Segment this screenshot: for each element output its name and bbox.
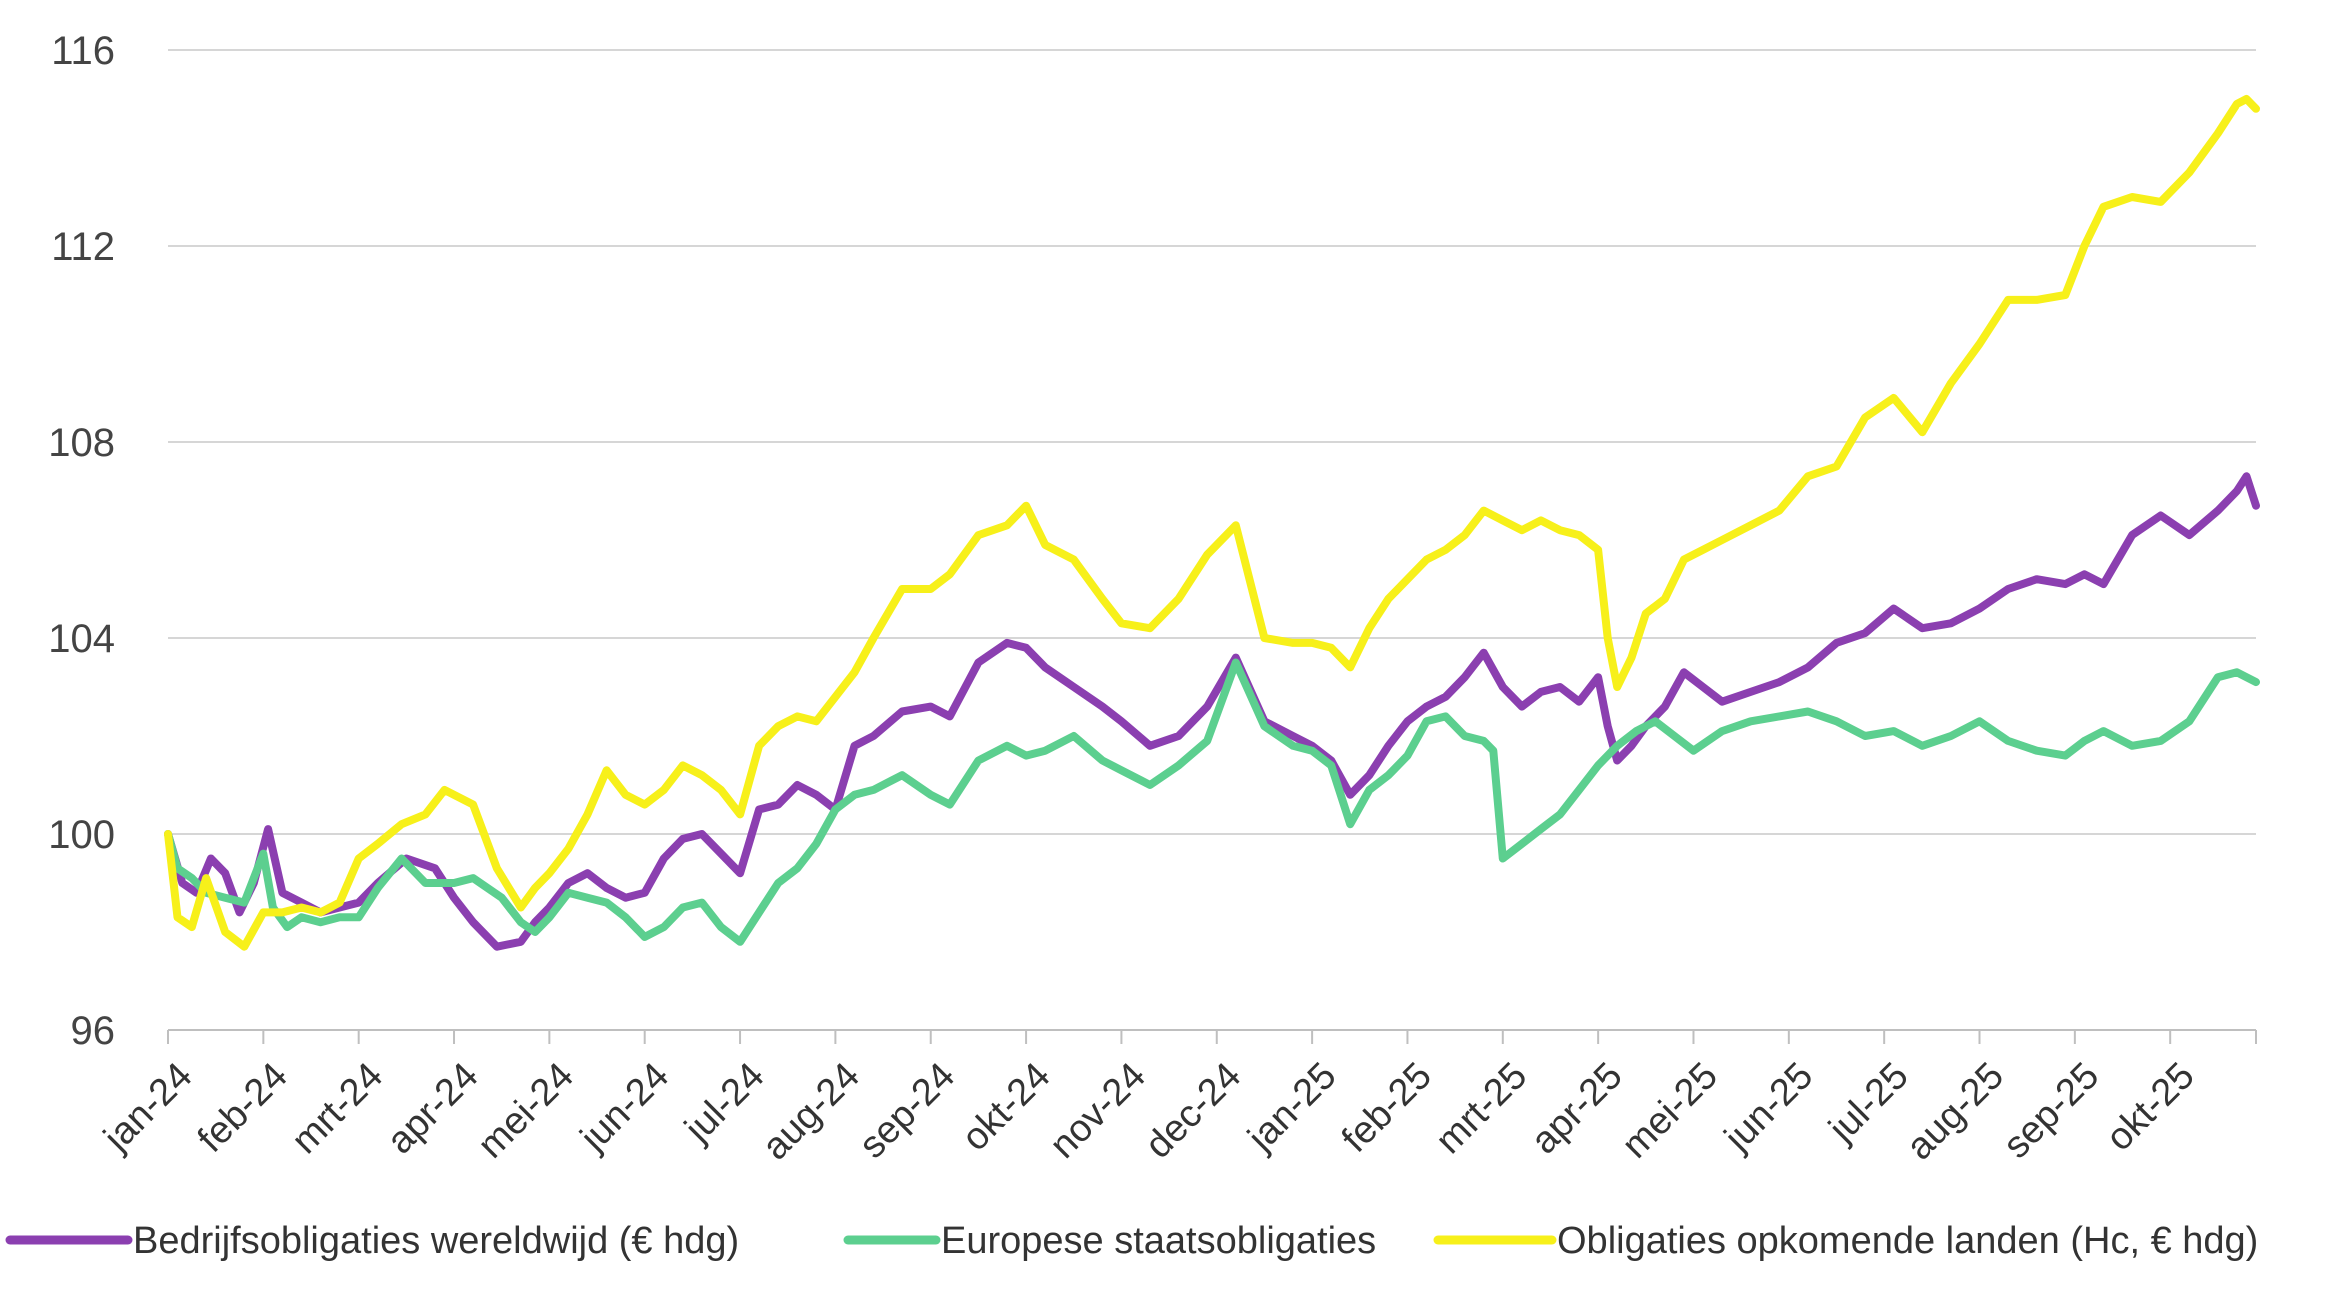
y-tick-label-104: 104: [48, 617, 115, 661]
x-tick-label-okt-25: okt-25: [2098, 1055, 2202, 1159]
y-tick-label-112: 112: [51, 225, 115, 269]
series-lines: [164, 95, 2260, 951]
legend-label-bedrijfsobligaties: Bedrijfsobligaties wereldwijd (€ hdg): [133, 1220, 739, 1262]
x-tick-label-dec-24: dec-24: [1137, 1055, 1249, 1167]
x-tick-label-feb-25: feb-25: [1334, 1055, 1440, 1161]
x-tick-label-jan-24: jan-24: [95, 1055, 200, 1160]
legend-label-europese-staatsobligaties: Europese staatsobligaties: [941, 1220, 1376, 1262]
legend-label-opkomende-landen: Obligaties opkomende landen (Hc, € hdg): [1557, 1220, 2258, 1262]
series-line-2: [164, 95, 2260, 951]
series-line-0: [164, 472, 2260, 951]
x-tick-label-sep-25: sep-25: [1995, 1055, 2107, 1167]
y-tick-label-100: 100: [48, 813, 115, 857]
x-tick-label-apr-25: apr-25: [1523, 1055, 1630, 1162]
x-tick-label-sep-24: sep-24: [851, 1055, 963, 1167]
legend-entry-europese-staatsobligaties: Europese staatsobligaties: [843, 1220, 1376, 1262]
legend-entry-opkomende-landen: Obligaties opkomende landen (Hc, € hdg): [1433, 1220, 2258, 1262]
x-tick-label-mrt-25: mrt-25: [1428, 1055, 1535, 1162]
gridlines: [168, 49, 2256, 835]
x-tick-label-jun-25: jun-25: [1716, 1055, 1821, 1160]
x-tick-label-jan-25: jan-25: [1240, 1055, 1345, 1160]
series-line-1: [164, 658, 2260, 946]
y-axis-ticks: 96 100 104 108 112 116: [48, 29, 115, 1053]
x-tick-label-jun-24: jun-24: [572, 1055, 677, 1160]
x-tick-label-mei-25: mei-25: [1614, 1055, 1726, 1167]
y-tick-label-116: 116: [51, 29, 115, 73]
y-tick-label-108: 108: [48, 421, 115, 465]
legend-entry-bedrijfsobligaties: Bedrijfsobligaties wereldwijd (€ hdg): [5, 1220, 739, 1262]
x-tick-label-nov-24: nov-24: [1042, 1055, 1154, 1167]
x-tick-label-okt-24: okt-24: [954, 1055, 1058, 1159]
x-tick-label-mrt-24: mrt-24: [284, 1055, 391, 1162]
x-tick-label-aug-25: aug-25: [1899, 1055, 2012, 1168]
x-tick-label-aug-24: aug-24: [755, 1055, 868, 1168]
y-tick-label-96: 96: [71, 1009, 116, 1053]
x-tick-label-apr-24: apr-24: [379, 1055, 486, 1162]
legend: Bedrijfsobligaties wereldwijd (€ hdg) Eu…: [5, 1220, 2258, 1262]
x-tick-label-mei-24: mei-24: [470, 1055, 582, 1167]
x-tick-label-feb-24: feb-24: [190, 1055, 296, 1161]
